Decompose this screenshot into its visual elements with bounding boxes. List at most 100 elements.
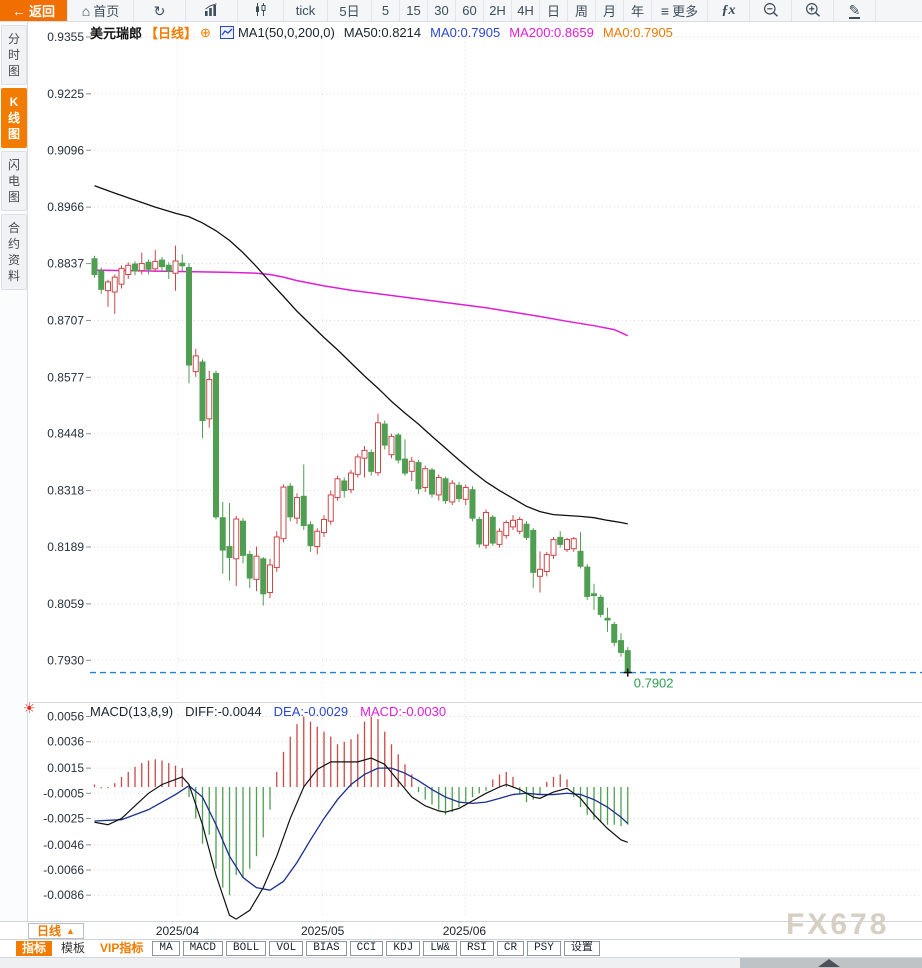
- toolbar-button-home[interactable]: ⌂ 首页: [68, 0, 134, 21]
- toolbar-button-zoom-in[interactable]: [792, 0, 834, 21]
- sidebar-item-timeshare-chart[interactable]: 分时图: [1, 25, 27, 85]
- toolbar-button-back[interactable]: ← 返回: [0, 0, 68, 21]
- ma200-value: MA200:0.8659: [509, 25, 594, 40]
- more-icon: ≡: [660, 2, 670, 19]
- toolbar-button-month[interactable]: 月: [596, 0, 624, 21]
- candlestick-icon: [254, 3, 268, 18]
- watermark: FX678: [786, 908, 890, 941]
- x-axis-label: 2025/05: [300, 924, 345, 938]
- toolbar-button-candlestick[interactable]: [238, 0, 284, 21]
- tab-indicator-psy[interactable]: PSY: [527, 941, 561, 956]
- period-selector-label: 日线: [37, 924, 62, 938]
- toolbar-button-label: 4H: [517, 3, 534, 18]
- add-indicator-icon[interactable]: ⊕: [200, 24, 211, 40]
- toolbar-button-label: 返回: [28, 4, 55, 19]
- bar-chart-icon: [204, 3, 219, 18]
- toolbar-button-year[interactable]: 年: [624, 0, 652, 21]
- draw-icon: ✎: [848, 1, 861, 19]
- macd-settings-icon[interactable]: ☀: [23, 700, 36, 716]
- tab-indicator-bias[interactable]: BIAS: [306, 941, 347, 956]
- sidebar-item-lightning-chart[interactable]: 闪电图: [1, 151, 27, 211]
- toolbar-button-label: 2H: [489, 3, 506, 18]
- svg-text:-0.0086: -0.0086: [43, 888, 84, 902]
- ma0-value-orange: MA0:0.7905: [602, 25, 673, 40]
- toolbar-button-fx-indicator[interactable]: ƒx: [708, 0, 750, 21]
- back-icon: ←: [11, 2, 26, 19]
- chart-type-icon: [219, 26, 234, 39]
- toolbar-button-15[interactable]: 15: [400, 0, 428, 21]
- symbol-title: 美元瑞郎: [90, 26, 143, 41]
- chevron-up-icon: ▲: [66, 926, 75, 936]
- tab-indicator-ma[interactable]: MA: [152, 941, 180, 956]
- tab-indicator-rsi[interactable]: RSI: [460, 941, 494, 956]
- svg-text:0.8448: 0.8448: [47, 427, 84, 441]
- macd-dea-value: DEA:-0.0029: [273, 704, 349, 719]
- ma0-value-blue: MA0:0.7905: [430, 25, 501, 40]
- indicator-tabs: 指标 模板 VIP指标 MA MACD BOLL VOL BIAS CCI KDJ LW& RSI CR…: [0, 940, 922, 957]
- kline-macd-chart[interactable]: 0.9355 0.9225 0.9096 0.8966 0.8837 0.8707 0.85…: [28, 22, 922, 921]
- tab-indicator[interactable]: 指标: [16, 941, 53, 956]
- toolbar-button-label: tick: [295, 3, 316, 18]
- tab-indicator-vol[interactable]: VOL: [269, 941, 304, 956]
- svg-text:0.0036: 0.0036: [47, 735, 84, 749]
- toolbar-button-draw[interactable]: ✎: [834, 0, 876, 21]
- x-axis-label: 2025/06: [442, 924, 487, 938]
- macd-title: MACD(13,8,9): [90, 704, 174, 719]
- tab-indicator-cr[interactable]: CR: [496, 941, 525, 956]
- svg-text:0.0015: 0.0015: [47, 761, 84, 775]
- toolbar-button-zoom-out[interactable]: [750, 0, 792, 21]
- macd-header: MACD(13,8,9) DIFF:-0.0044 DEA:-0.0029 MA…: [90, 704, 446, 719]
- toolbar-button-label: 5日: [339, 4, 360, 19]
- ma-settings-label: MA1(50,0,200,0): [237, 25, 335, 40]
- toolbar-button-30[interactable]: 30: [428, 0, 456, 21]
- chart-header: 美元瑞郎 【日线】 ⊕ MA1(50,0,200,0) MA50:0.8214 …: [90, 23, 673, 42]
- svg-text:0.8707: 0.8707: [47, 313, 84, 327]
- toolbar-button-label: 日: [546, 4, 560, 19]
- zoom-out-icon: [763, 2, 779, 19]
- app-toolbar: ← 返回 ⌂ 首页 ↻ tick 5日 5 15 30 60 2H 4H 日周月年 ≡ 更多 ƒx ✎: [0, 0, 922, 22]
- svg-text:0.9096: 0.9096: [47, 143, 84, 157]
- toolbar-button-refresh[interactable]: ↻: [134, 0, 186, 21]
- tab-indicator-lw[interactable]: LW&: [423, 941, 458, 956]
- toolbar-button-60[interactable]: 60: [456, 0, 484, 21]
- toolbar-button-label: 60: [462, 3, 477, 18]
- toolbar-button-label: 5: [381, 3, 390, 18]
- toolbar-button-4h[interactable]: 4H: [512, 0, 540, 21]
- tab-indicator-kdj[interactable]: KDJ: [386, 941, 421, 956]
- toolbar-button-5[interactable]: 5: [372, 0, 400, 21]
- svg-text:0.8189: 0.8189: [47, 540, 84, 554]
- tab-vip-indicator[interactable]: VIP指标: [100, 941, 144, 955]
- svg-text:0.9355: 0.9355: [47, 30, 84, 44]
- tab-indicator-macd[interactable]: MACD: [182, 941, 223, 956]
- toolbar-button-bar-chart[interactable]: [186, 0, 238, 21]
- svg-text:0.8059: 0.8059: [47, 597, 84, 611]
- toolbar-button-5d[interactable]: 5日: [328, 0, 372, 21]
- tab-indicator-cci[interactable]: CCI: [349, 941, 384, 956]
- expand-panel-icon[interactable]: [818, 959, 840, 967]
- toolbar-button-tick[interactable]: tick: [284, 0, 328, 21]
- bottom-scrollbar-track[interactable]: [0, 957, 922, 968]
- tab-template[interactable]: 模板: [61, 941, 86, 955]
- toolbar-button-week[interactable]: 周: [568, 0, 596, 21]
- toolbar-button-label: 年: [630, 4, 644, 19]
- macd-value: MACD:-0.0030: [360, 704, 447, 719]
- svg-text:-0.0025: -0.0025: [43, 811, 84, 825]
- toolbar-button-2h[interactable]: 2H: [484, 0, 512, 21]
- toolbar-button-label: 15: [406, 3, 421, 18]
- toolbar-button-label: 更多: [672, 4, 699, 19]
- tab-indicator-[interactable]: 设置: [563, 941, 600, 956]
- period-selector-button[interactable]: 日线 ▲: [28, 923, 84, 939]
- macd-diff-value: DIFF:-0.0044: [185, 704, 262, 719]
- svg-text:0.9225: 0.9225: [47, 87, 84, 101]
- toolbar-button-day[interactable]: 日: [540, 0, 568, 21]
- sidebar-item-contract-info[interactable]: 合约资料: [1, 214, 27, 290]
- tab-indicator-boll[interactable]: BOLL: [225, 941, 267, 956]
- x-axis-row: 日线 ▲ 2025/04 2025/05 2025/06: [0, 921, 922, 940]
- period-tag: 【日线】: [145, 26, 198, 41]
- ma50-value: MA50:0.8214: [343, 25, 422, 40]
- svg-text:0.0056: 0.0056: [47, 710, 84, 724]
- svg-text:0.8577: 0.8577: [47, 370, 84, 384]
- toolbar-button-more[interactable]: ≡ 更多: [652, 0, 708, 21]
